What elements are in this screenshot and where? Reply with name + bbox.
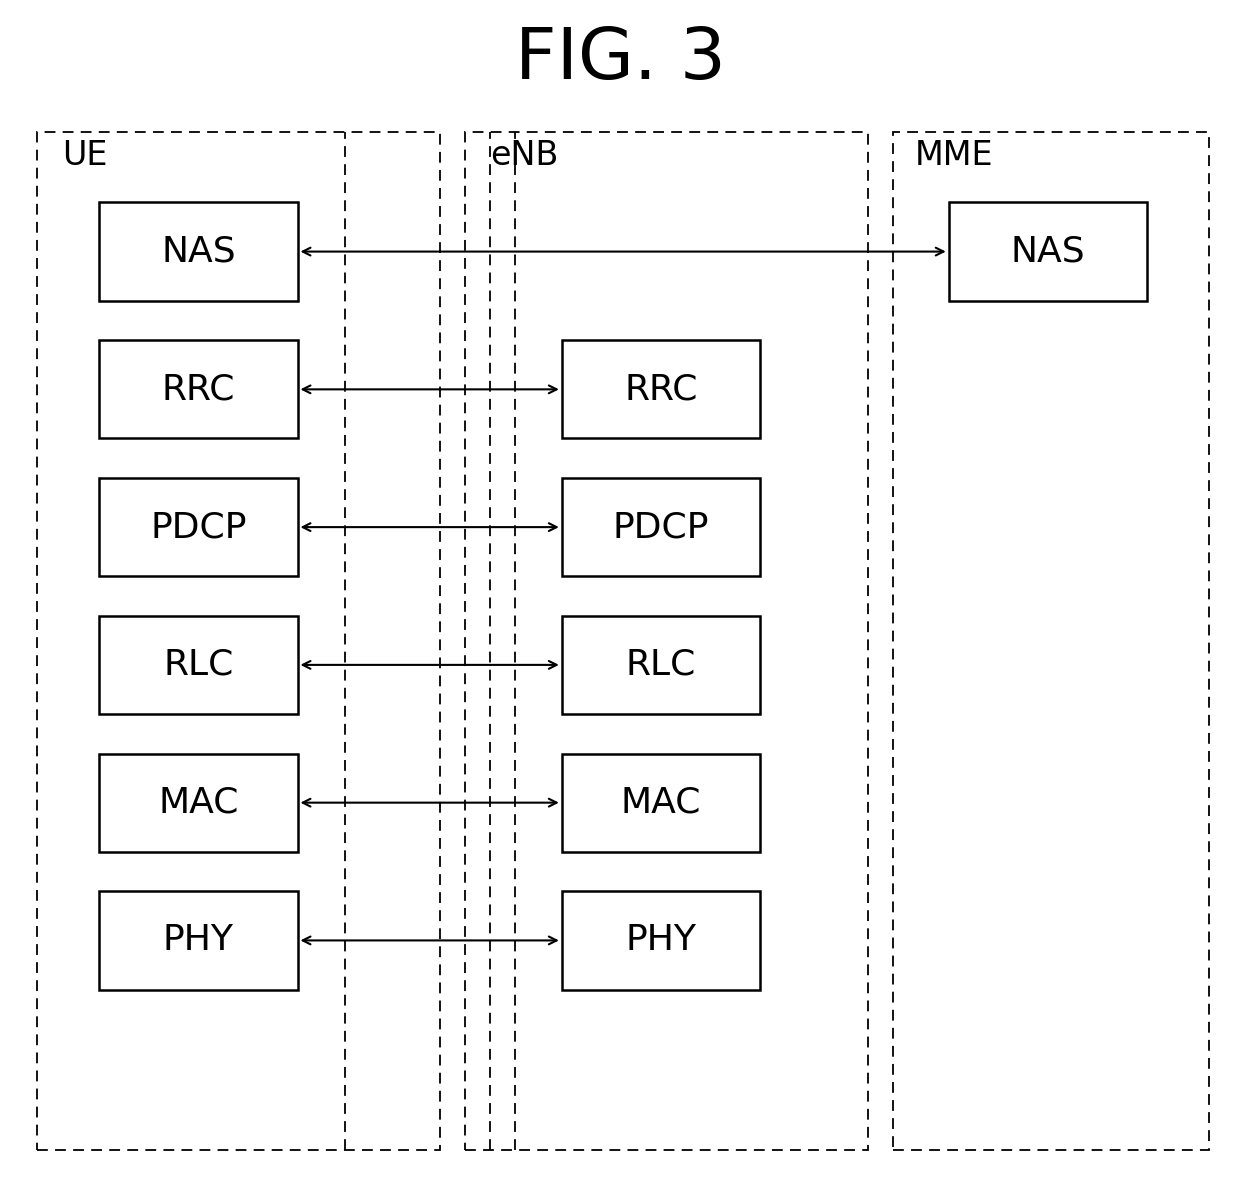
Text: RRC: RRC — [624, 373, 698, 406]
Bar — [893, 132, 1209, 1150]
Text: RLC: RLC — [626, 648, 696, 682]
Text: MAC: MAC — [621, 786, 701, 819]
Text: RRC: RRC — [161, 373, 236, 406]
Text: NAS: NAS — [161, 235, 236, 268]
Bar — [562, 754, 760, 852]
Bar — [99, 340, 298, 438]
Text: eNB: eNB — [490, 139, 558, 173]
Bar — [949, 202, 1147, 301]
Text: PHY: PHY — [625, 924, 697, 957]
Text: NAS: NAS — [1011, 235, 1085, 268]
Text: PDCP: PDCP — [613, 510, 709, 544]
Text: MME: MME — [915, 139, 993, 173]
Text: UE: UE — [62, 139, 108, 173]
Text: FIG. 3: FIG. 3 — [515, 25, 725, 95]
Bar — [99, 616, 298, 714]
Bar — [99, 754, 298, 852]
Text: RLC: RLC — [164, 648, 233, 682]
Text: MAC: MAC — [159, 786, 238, 819]
Bar — [562, 616, 760, 714]
Bar — [37, 132, 440, 1150]
Text: PHY: PHY — [162, 924, 234, 957]
Bar — [99, 478, 298, 576]
Bar — [562, 340, 760, 438]
Bar — [562, 891, 760, 990]
Bar — [465, 132, 868, 1150]
Bar — [562, 478, 760, 576]
Bar — [99, 202, 298, 301]
Text: PDCP: PDCP — [150, 510, 247, 544]
Bar — [99, 891, 298, 990]
